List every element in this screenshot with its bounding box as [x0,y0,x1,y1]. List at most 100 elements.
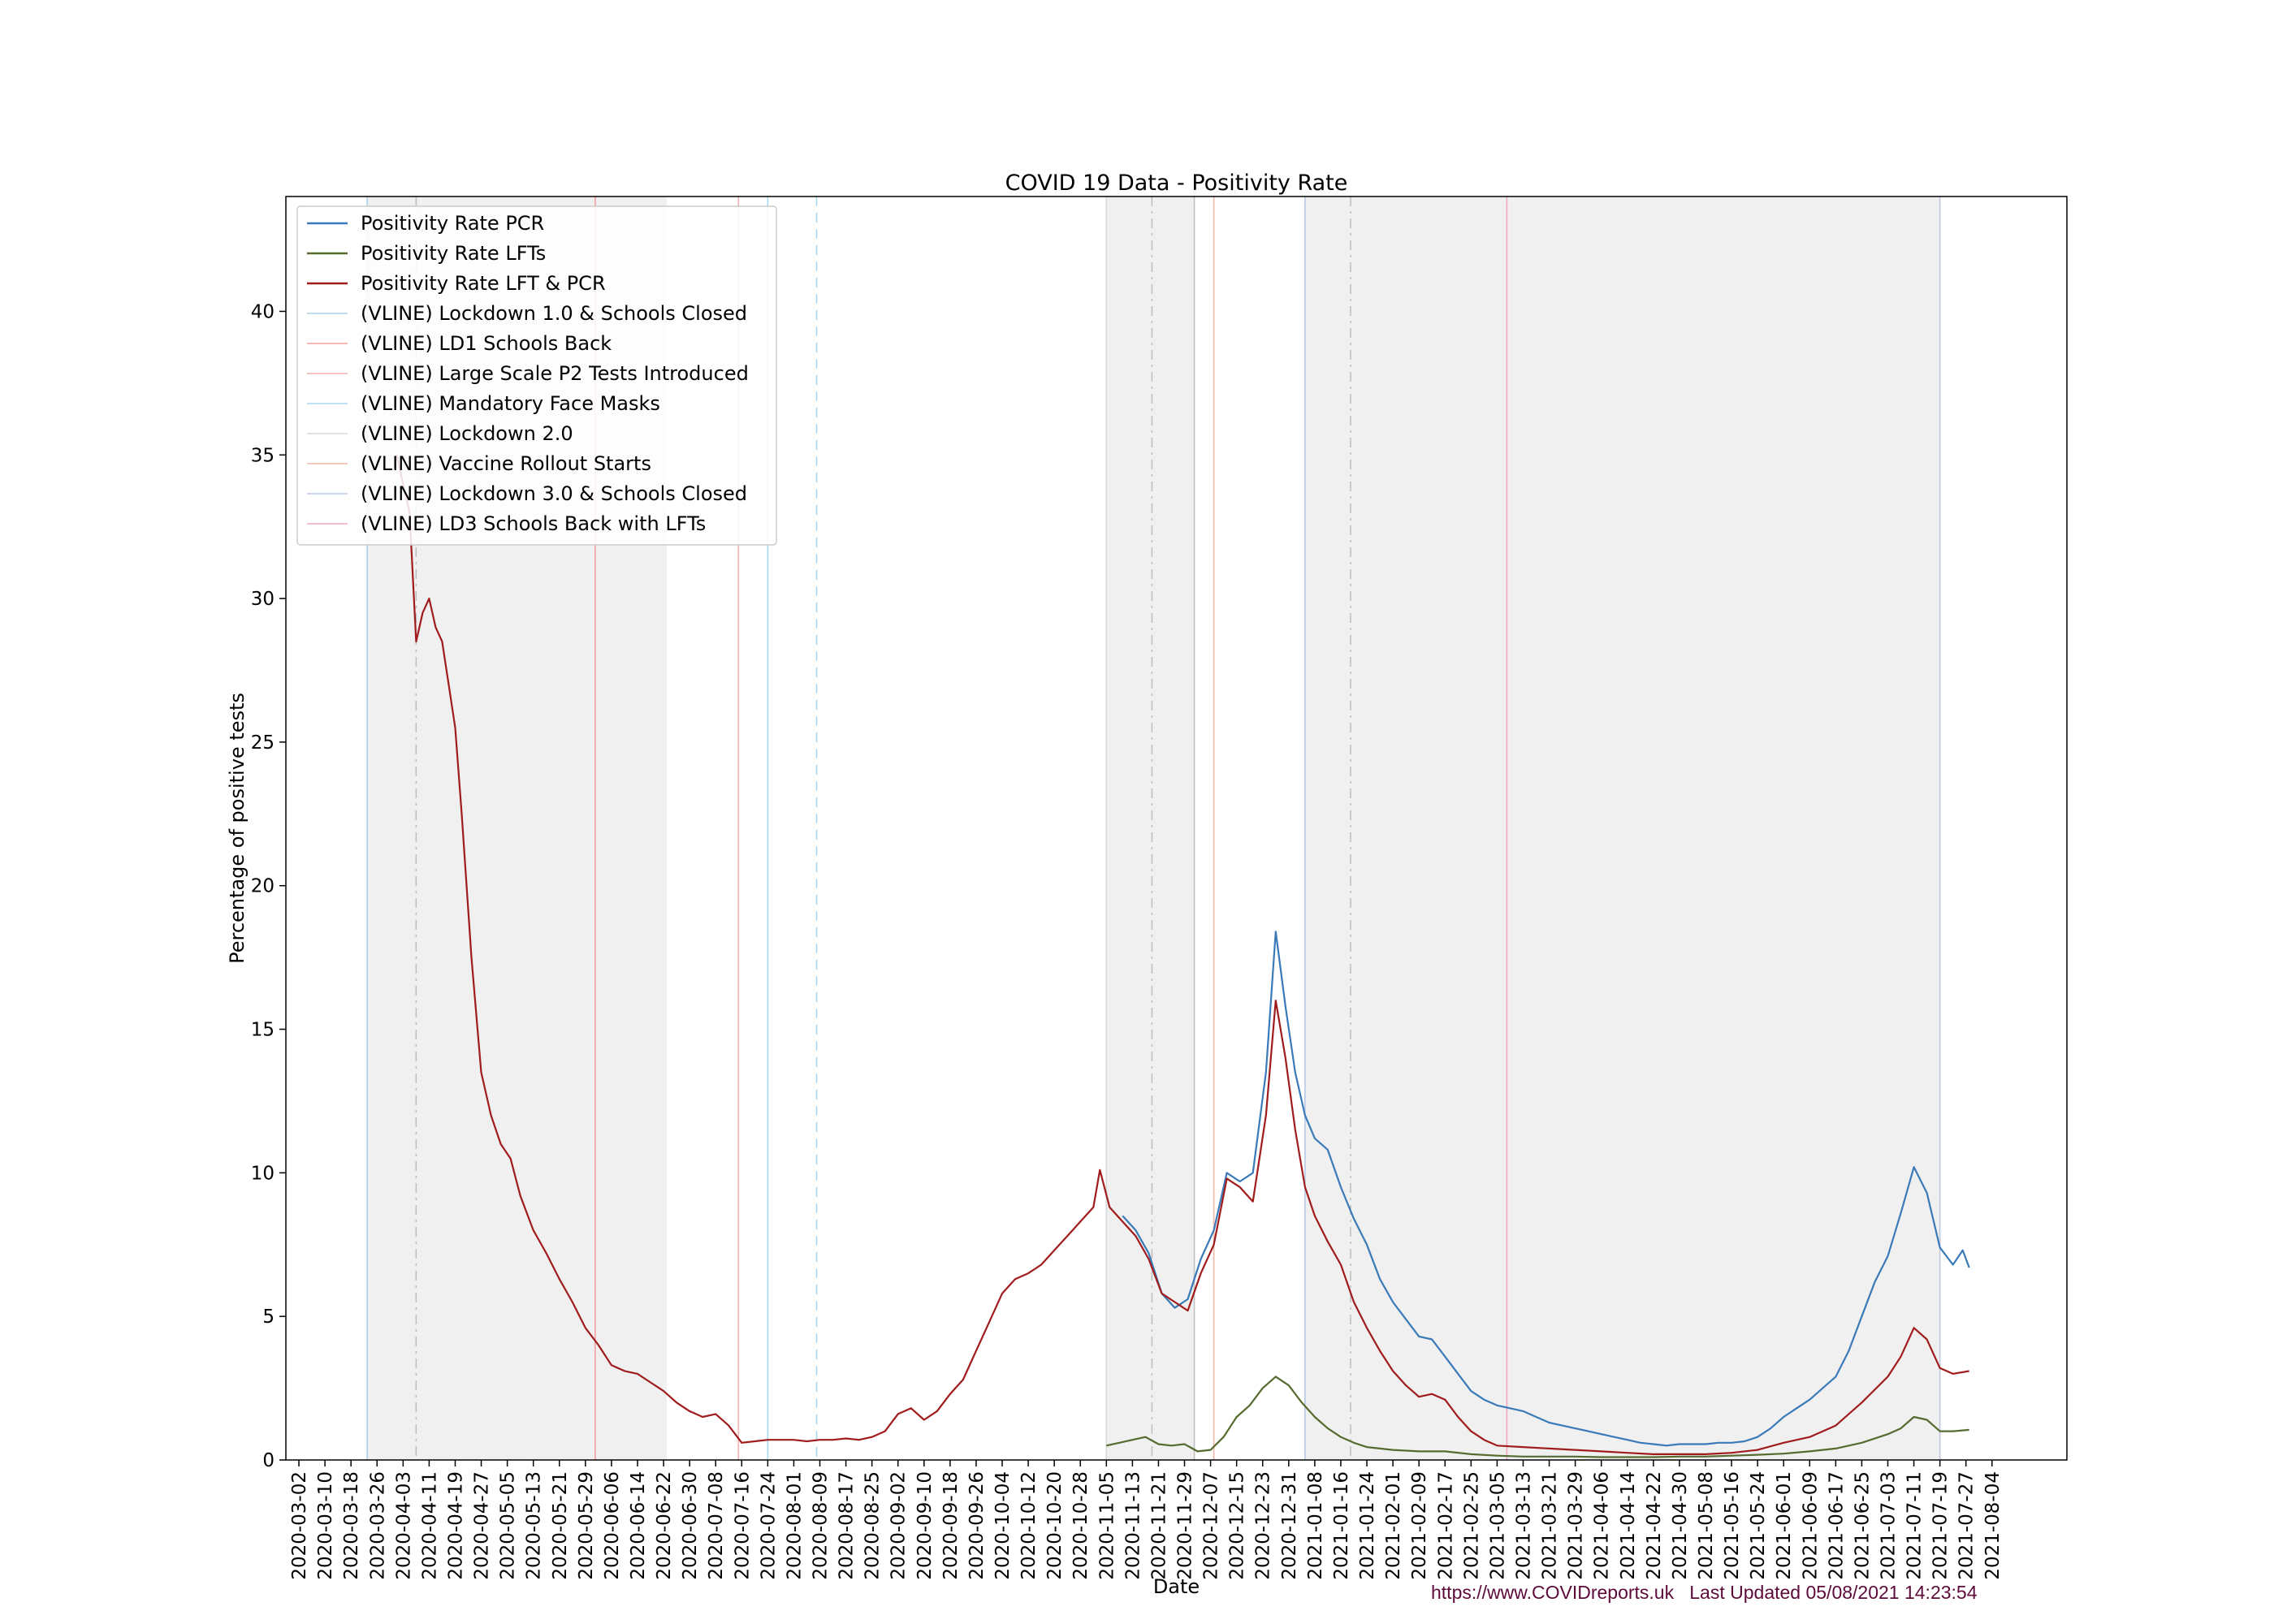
footer-url[interactable]: https://www.COVIDreports.uk [1431,1582,1675,1603]
x-axis: 2020-03-02 2020-03-10 2020-03-18 2020-03-26… [289,1460,2004,1580]
x-tick-label: 2021-06-01 [1774,1471,1795,1580]
x-tick-label: 2021-05-08 [1696,1471,1717,1580]
x-tick-label: 2021-04-22 [1644,1471,1665,1580]
x-tick-label: 2021-02-25 [1461,1471,1482,1580]
x-tick-label: 2020-07-16 [732,1471,753,1580]
legend-box [296,205,777,546]
x-tick-label: 2021-07-19 [1930,1471,1952,1580]
x-tick-label: 2020-12-07 [1201,1471,1222,1580]
y-tick-label: 20 [251,876,275,897]
x-tick-label: 2021-03-21 [1540,1471,1561,1580]
x-tick-label: 2020-09-10 [914,1471,936,1580]
x-tick-label: 2021-05-24 [1748,1471,1769,1580]
legend-label: (VLINE) LD1 Schools Back [361,332,612,355]
x-tick-label: 2020-08-17 [837,1471,858,1580]
series-lines [396,455,1970,1458]
x-tick-label: 2021-03-05 [1487,1471,1508,1580]
x-tick-label: 2021-06-09 [1800,1471,1821,1580]
x-tick-label: 2021-04-14 [1618,1471,1639,1580]
x-tick-label: 2020-09-02 [888,1471,910,1580]
x-tick-label: 2020-05-05 [498,1471,519,1580]
legend-label: (VLINE) Lockdown 2.0 [361,422,573,445]
legend-label: (VLINE) LD3 Schools Back with LFTs [361,512,706,535]
x-tick-label: 2020-11-29 [1175,1471,1196,1580]
legend-label: (VLINE) Lockdown 1.0 & Schools Closed [361,302,747,325]
footer: https://www.COVIDreports.uk Last Updated… [1431,1582,1978,1604]
x-tick-label: 2020-10-12 [1018,1471,1040,1580]
x-tick-label: 2020-04-19 [445,1471,466,1580]
x-tick-label: 2020-06-14 [628,1471,649,1580]
x-tick-label: 2021-03-29 [1566,1471,1587,1580]
x-tick-label: 2021-02-17 [1435,1471,1456,1580]
footer-updated: Last Updated 05/08/2021 14:23:54 [1689,1582,1978,1603]
x-tick-label: 2021-07-03 [1878,1471,1899,1580]
y-tick-label: 15 [251,1020,275,1041]
x-tick-label: 2020-08-09 [810,1471,831,1580]
y-axis-label: Percentage of positive tests [226,693,249,964]
x-tick-label: 2021-03-13 [1513,1471,1534,1580]
x-tick-label: 2020-11-05 [1096,1471,1118,1580]
x-tick-label: 2020-06-06 [602,1471,623,1580]
x-tick-label: 2020-03-18 [341,1471,362,1580]
x-tick-label: 2020-06-30 [680,1471,701,1580]
x-tick-label: 2020-11-13 [1122,1471,1143,1580]
x-tick-label: 2020-09-18 [940,1471,962,1580]
x-tick-label: 2021-07-27 [1956,1471,1978,1580]
x-tick-label: 2021-05-16 [1722,1471,1743,1580]
y-tick-label: 40 [251,301,275,322]
x-tick-label: 2021-01-24 [1357,1471,1378,1580]
x-tick-label: 2020-07-24 [758,1471,779,1580]
y-tick-label: 35 [251,445,275,466]
x-tick-label: 2021-04-06 [1592,1471,1613,1580]
x-tick-label: 2020-10-04 [992,1471,1014,1580]
plot-frame [285,196,2068,1461]
x-tick-label: 2020-10-20 [1044,1471,1066,1580]
y-tick-label: 25 [251,732,275,754]
legend-label: Positivity Rate LFTs [361,242,546,265]
x-tick-label: 2020-03-26 [367,1471,388,1580]
chart-title: COVID 19 Data - Positivity Rate [1005,171,1348,196]
x-tick-label: 2020-12-23 [1253,1471,1274,1580]
y-tick-label: 30 [251,589,275,610]
x-tick-label: 2020-05-29 [576,1471,597,1580]
legend-label: (VLINE) Vaccine Rollout Starts [361,452,651,475]
legend-label: Positivity Rate LFT & PCR [361,272,606,295]
x-tick-label: 2020-04-03 [393,1471,414,1580]
x-tick-label: 2020-04-27 [472,1471,493,1580]
x-tick-label: 2021-02-09 [1409,1471,1430,1580]
y-tick-label: 0 [262,1450,275,1471]
x-tick-label: 2021-02-01 [1383,1471,1404,1580]
x-tick-label: 2020-09-26 [966,1471,988,1580]
series-line-0 [1122,931,1970,1447]
shaded-period [1304,197,1940,1460]
x-tick-label: 2020-05-13 [524,1471,545,1580]
x-tick-label: 2021-04-30 [1670,1471,1691,1580]
x-tick-label: 2020-03-02 [289,1471,310,1580]
legend-label: Positivity Rate PCR [361,212,544,235]
x-tick-label: 2020-03-10 [315,1471,336,1580]
legend-label: (VLINE) Mandatory Face Masks [361,392,660,415]
y-tick-label: 10 [251,1163,275,1184]
x-tick-label: 2020-05-21 [550,1471,571,1580]
x-tick-label: 2020-04-11 [419,1471,440,1580]
series-line-1 [1106,1376,1969,1458]
y-axis: 0 5 10 15 20 25 30 35 40 [251,301,286,1471]
x-tick-label: 2021-08-04 [1982,1471,2004,1580]
series-line-2 [396,455,1969,1456]
x-tick-label: 2020-12-31 [1279,1471,1300,1580]
x-tick-label: 2021-06-17 [1826,1471,1847,1580]
legend: Positivity Rate PCR Positivity Rate LFTs P… [296,205,777,546]
x-tick-label: 2020-07-08 [706,1471,727,1580]
x-tick-label: 2021-01-16 [1331,1471,1352,1580]
legend-label: (VLINE) Lockdown 3.0 & Schools Closed [361,482,747,505]
x-tick-label: 2021-06-25 [1852,1471,1873,1580]
x-tick-label: 2020-08-25 [862,1471,884,1580]
x-tick-label: 2020-06-22 [654,1471,675,1580]
x-tick-label: 2021-01-08 [1305,1471,1326,1580]
shaded-period [1106,197,1195,1460]
x-tick-label: 2020-12-15 [1227,1471,1248,1580]
legend-label: (VLINE) Large Scale P2 Tests Introduced [361,362,749,385]
x-tick-label: 2020-10-28 [1070,1471,1092,1580]
x-axis-label: Date [1153,1575,1200,1598]
